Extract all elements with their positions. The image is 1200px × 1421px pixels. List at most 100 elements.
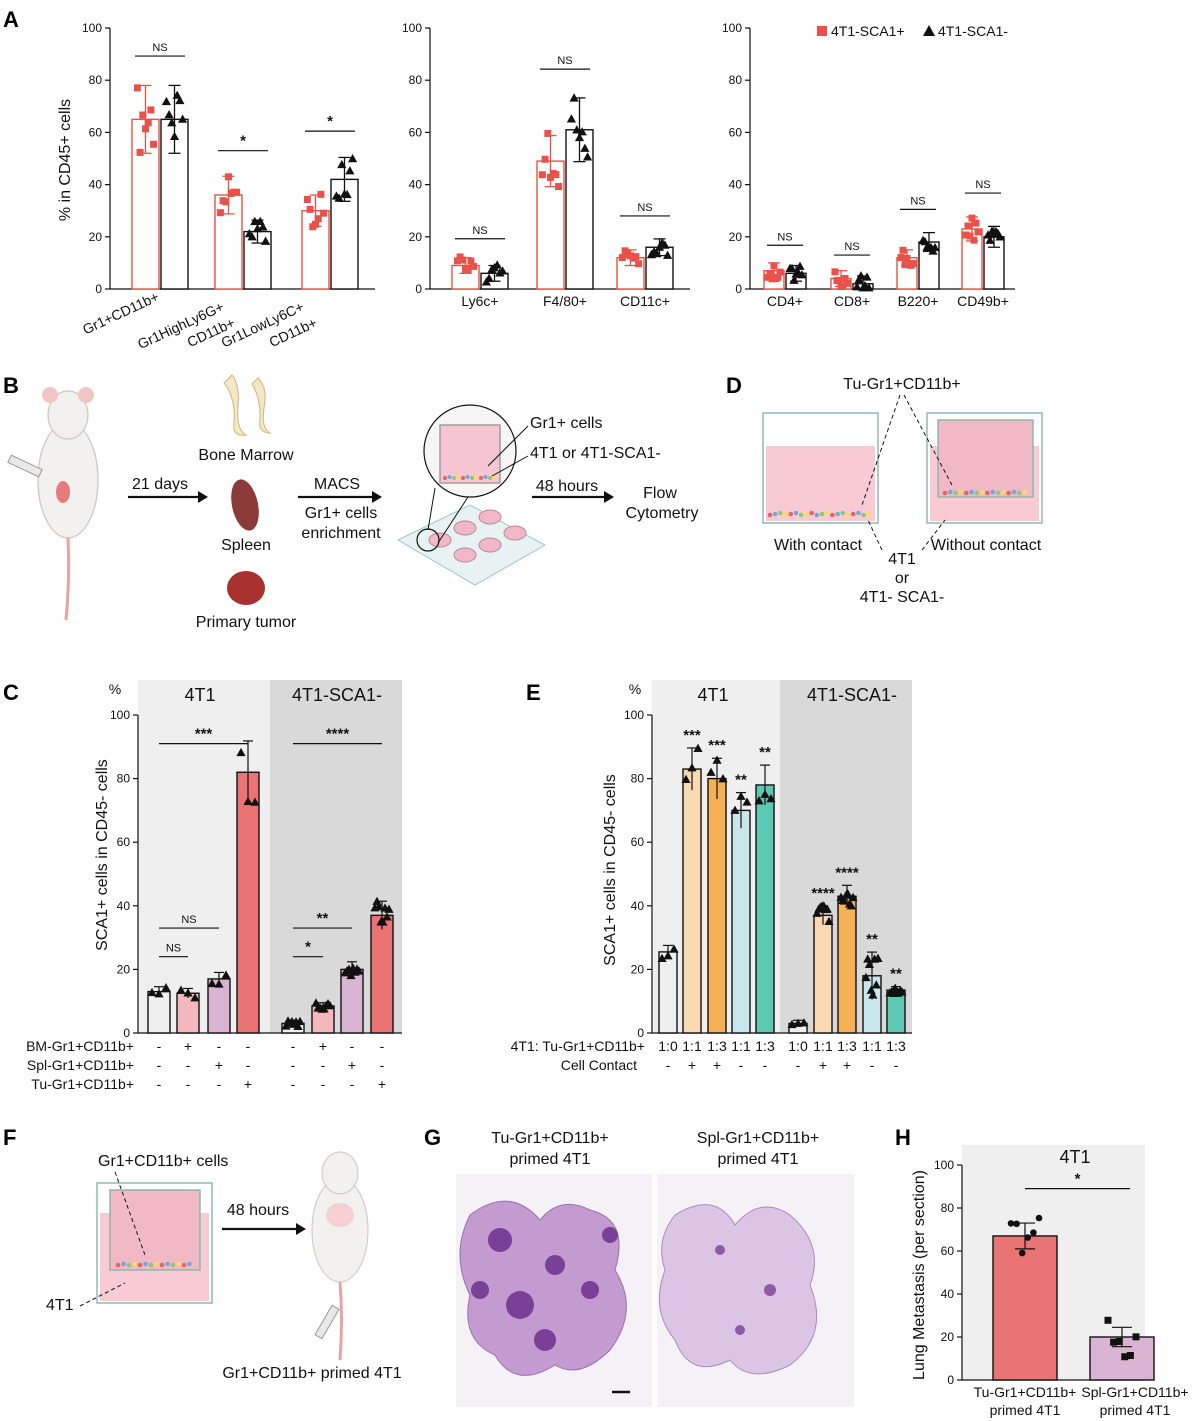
data-point <box>663 951 673 960</box>
h-sig: * <box>1075 1171 1081 1188</box>
e-row-label-contact: Cell Contact <box>561 1057 637 1073</box>
y-tick-label: 80 <box>941 1201 955 1215</box>
y-tick-label: 60 <box>117 835 131 849</box>
zoom-well <box>439 424 501 484</box>
c-sig: ** <box>317 910 329 927</box>
data-point <box>901 261 909 269</box>
h-x-label: Spl-Gr1+CD11b+ <box>1081 1384 1188 1400</box>
data-point <box>1132 1333 1140 1341</box>
a-significance: NS <box>152 42 167 54</box>
cell-dot <box>465 475 470 479</box>
cell-dot <box>772 511 778 517</box>
data-point <box>871 980 881 989</box>
data-point <box>663 250 673 259</box>
e-percent: % <box>629 681 641 697</box>
pointer-dashed <box>903 394 954 488</box>
cell-dot <box>835 511 840 517</box>
a-x-label: Ly6c+ <box>461 293 498 309</box>
data-point <box>618 254 626 262</box>
cell-dot <box>778 510 783 516</box>
e-contact: - <box>763 1057 768 1073</box>
e-contact: + <box>688 1057 696 1073</box>
e-ratio: 1:1 <box>813 1038 833 1054</box>
g-metastasis-nodule <box>471 1281 489 1299</box>
data-point <box>712 755 722 764</box>
h-title: 4T1 <box>1059 1147 1090 1167</box>
data-point <box>312 220 319 228</box>
data-point <box>348 153 358 163</box>
tumor-icon <box>227 571 265 605</box>
bar <box>370 914 394 1034</box>
data-point <box>222 198 230 206</box>
panel-label-d: D <box>726 373 742 398</box>
data-point <box>303 195 311 203</box>
data-point <box>459 256 467 264</box>
e-contact: + <box>843 1057 851 1073</box>
e-sig: ** <box>890 966 902 983</box>
data-point <box>774 273 782 281</box>
data-point <box>342 189 352 199</box>
y-tick-label: 100 <box>82 21 102 35</box>
data-point <box>538 171 546 179</box>
c-sign: - <box>380 1057 385 1073</box>
data-point <box>909 260 917 268</box>
cell-dot <box>979 489 985 495</box>
cell-dot <box>181 1262 187 1268</box>
y-tick-label: 20 <box>89 230 103 244</box>
e-ratio: 1:0 <box>788 1038 808 1054</box>
data-point <box>345 166 355 175</box>
data-point <box>846 901 856 910</box>
y-tick-label: 100 <box>110 708 130 722</box>
bar <box>147 990 171 1034</box>
c-sign: - <box>157 1076 162 1092</box>
cell-dot <box>456 475 461 479</box>
cell-dot <box>1022 489 1027 495</box>
cell-dot <box>798 512 804 518</box>
data-point <box>484 273 494 282</box>
cell-dot <box>953 490 958 496</box>
e-contact: + <box>713 1057 721 1073</box>
data-point <box>824 916 834 926</box>
data-point <box>660 240 670 249</box>
data-point <box>183 988 193 997</box>
e-sig: *** <box>683 727 701 744</box>
label-tu-gr1: Tu-Gr1+CD11b+ <box>843 376 960 393</box>
e-contact: + <box>819 1057 827 1073</box>
label-gr1-cells: Gr1+ cells <box>530 415 602 432</box>
data-point <box>1013 1220 1020 1228</box>
data-point <box>139 111 147 119</box>
y-tick-label: 40 <box>89 178 103 192</box>
bone-icon <box>251 377 272 434</box>
data-point <box>730 805 740 814</box>
cell-dot <box>474 475 479 479</box>
h-x-label: primed 4T1 <box>990 1402 1061 1418</box>
a-x-label: CD8+ <box>834 293 870 309</box>
data-point <box>147 106 155 114</box>
data-point <box>899 246 907 254</box>
bar <box>731 809 751 1034</box>
data-point <box>384 904 394 913</box>
label-spleen: Spleen <box>221 537 271 554</box>
well <box>453 520 477 536</box>
cell-dot <box>788 511 794 517</box>
data-point <box>848 892 858 902</box>
data-point <box>843 889 853 898</box>
data-point <box>147 987 157 997</box>
a-x-label: CD49b+ <box>957 293 1009 309</box>
data-point <box>221 970 231 979</box>
data-point <box>1024 1234 1032 1241</box>
data-point <box>547 173 554 181</box>
data-point <box>243 796 253 805</box>
e-sig: **** <box>835 864 859 881</box>
data-point <box>216 209 224 217</box>
data-point <box>250 797 260 806</box>
cell-dot <box>187 1261 192 1267</box>
e-sig: **** <box>811 885 835 902</box>
cell-dot <box>990 489 995 495</box>
pointer-line <box>487 425 529 467</box>
f-mouse-head <box>321 1151 359 1195</box>
e-ratio: 1:1 <box>731 1038 751 1054</box>
e-sig: ** <box>866 931 878 948</box>
a-significance: NS <box>777 231 792 243</box>
data-point <box>970 236 978 244</box>
